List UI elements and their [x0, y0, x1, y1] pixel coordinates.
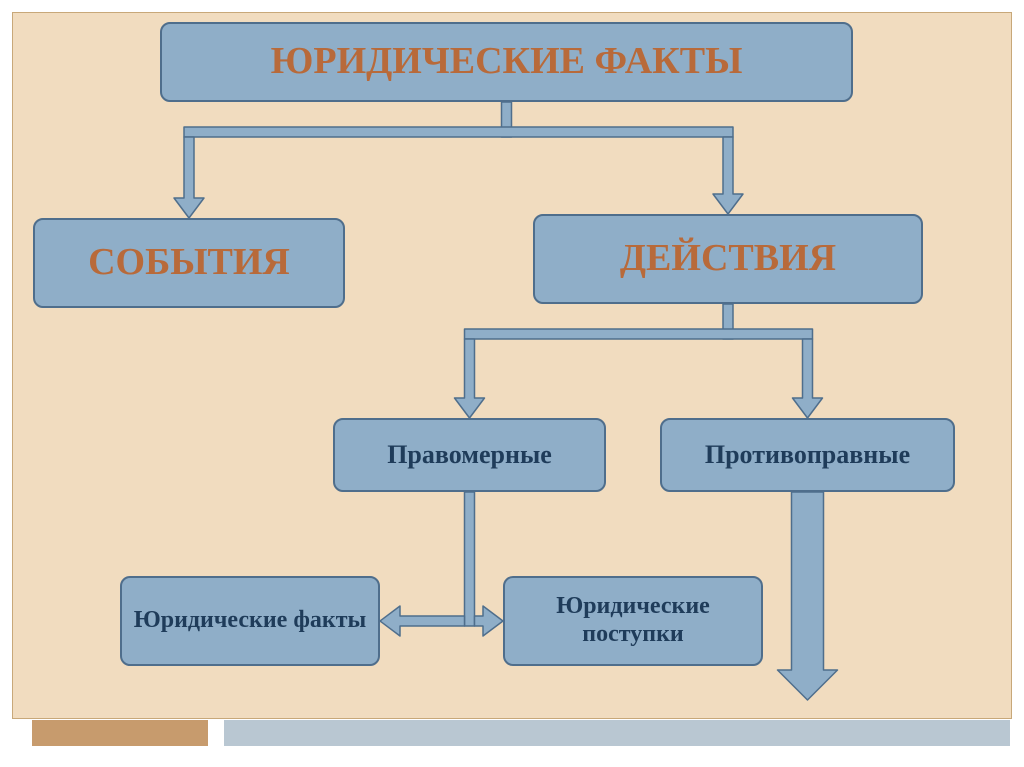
footer-accent-right — [224, 720, 1010, 746]
node-events: СОБЫТИЯ — [33, 218, 345, 308]
node-actions: ДЕЙСТВИЯ — [533, 214, 923, 304]
node-lawful: Правомерные — [333, 418, 606, 492]
node-root: ЮРИДИЧЕСКИЕ ФАКТЫ — [160, 22, 853, 102]
diagram-canvas: ЮРИДИЧЕСКИЕ ФАКТЫ СОБЫТИЯ ДЕЙСТВИЯ Право… — [0, 0, 1024, 767]
node-events-label: СОБЫТИЯ — [88, 241, 290, 285]
node-unlawful: Противоправные — [660, 418, 955, 492]
node-lawful-label: Правомерные — [387, 440, 552, 470]
node-actions-label: ДЕЙСТВИЯ — [620, 237, 836, 281]
node-deeds-label: Юридические поступки — [515, 593, 751, 648]
node-unlawful-label: Противоправные — [705, 440, 910, 470]
node-root-label: ЮРИДИЧЕСКИЕ ФАКТЫ — [271, 40, 743, 84]
node-facts-label: Юридические факты — [134, 607, 367, 635]
node-deeds: Юридические поступки — [503, 576, 763, 666]
footer-accent-left — [32, 720, 208, 746]
node-facts: Юридические факты — [120, 576, 380, 666]
